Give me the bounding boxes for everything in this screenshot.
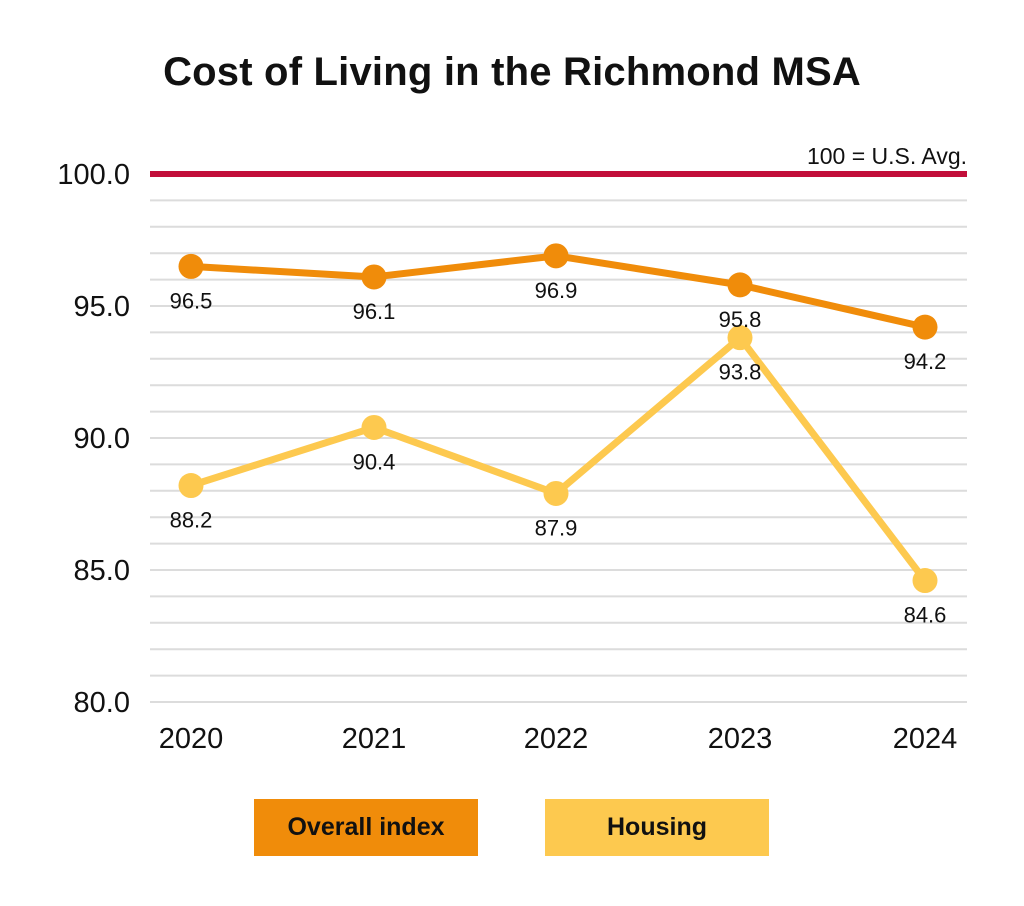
legend-label: Housing <box>607 813 707 841</box>
reference-line-label: 100 = U.S. Avg. <box>807 143 967 169</box>
x-tick-label: 2020 <box>159 723 224 755</box>
y-tick-label: 90.0 <box>74 423 130 455</box>
y-axis-ticks: 100.0 95.0 90.0 85.0 80.0 <box>57 159 130 719</box>
data-point <box>727 325 753 351</box>
data-point <box>912 314 938 340</box>
legend-overall-index: Overall index <box>254 799 478 856</box>
data-label: 96.9 <box>535 278 578 303</box>
y-tick-label: 80.0 <box>74 687 130 719</box>
legend-housing: Housing <box>545 799 769 856</box>
data-point <box>178 473 204 499</box>
x-tick-label: 2024 <box>893 723 958 755</box>
data-label: 84.6 <box>904 603 947 628</box>
data-labels: 88.2 90.4 87.9 93.8 84.6 96.5 96.1 96.9 95.8 94.2 <box>170 278 947 628</box>
data-point <box>912 568 938 594</box>
y-tick-label: 100.0 <box>57 159 130 191</box>
data-point <box>178 253 204 279</box>
y-tick-label: 95.0 <box>74 291 130 323</box>
gridlines <box>150 199 967 703</box>
x-tick-label: 2022 <box>524 723 589 755</box>
reference-line-group: 100 = U.S. Avg. <box>150 143 967 177</box>
data-point <box>543 480 569 506</box>
legend-label: Overall index <box>287 813 445 841</box>
data-point <box>361 264 387 290</box>
x-axis-ticks: 2020 2021 2022 2023 2024 <box>159 723 958 755</box>
data-point <box>727 272 753 298</box>
data-point <box>543 243 569 269</box>
data-label: 95.8 <box>719 307 762 332</box>
data-label: 96.1 <box>353 299 396 324</box>
data-label: 93.8 <box>719 360 762 385</box>
data-label: 88.2 <box>170 508 213 533</box>
chart-title: Cost of Living in the Richmond MSA <box>163 50 861 94</box>
data-label: 94.2 <box>904 349 947 374</box>
data-label: 96.5 <box>170 288 213 313</box>
data-label: 90.4 <box>353 449 396 474</box>
y-tick-label: 85.0 <box>74 555 130 587</box>
data-point <box>361 414 387 440</box>
data-label: 87.9 <box>535 515 578 540</box>
x-tick-label: 2023 <box>708 723 773 755</box>
series-points <box>178 243 938 594</box>
x-tick-label: 2021 <box>342 723 407 755</box>
